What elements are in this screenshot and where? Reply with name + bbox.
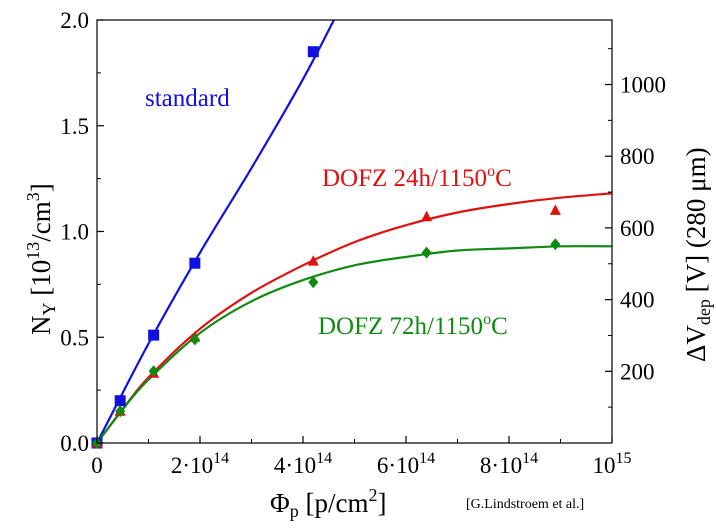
fit-curve-standard: [96, 19, 335, 444]
citation-text: [G.Lindstroem et al.]: [466, 497, 584, 512]
y-tick-label: 2.0: [60, 8, 89, 33]
data-point-dofz-72h: [308, 276, 319, 289]
data-point-dofz-72h: [189, 333, 200, 346]
series-label-standard: standard: [145, 85, 230, 112]
y2-tick-label: 600: [620, 216, 655, 241]
data-point-dofz-72h: [148, 365, 159, 378]
x-tick-label: 6·1014: [377, 450, 435, 478]
data-point-dofz-24h: [549, 204, 561, 215]
y-tick-label: 0.5: [60, 325, 89, 350]
x-tick-label: 8·1014: [480, 450, 538, 478]
y-tick-label: 1.0: [60, 220, 89, 245]
y2-tick-label: 200: [620, 359, 655, 384]
x-tick-label: 1015: [593, 450, 632, 478]
y-axis-label: NY [1013/cm3]: [23, 183, 59, 335]
data-point-dofz-24h: [421, 210, 433, 222]
y2-tick-label: 800: [620, 144, 655, 169]
x-tick-label: 4·1014: [274, 450, 332, 478]
fit-curve-dofz-72h: [96, 245, 613, 444]
x-axis-label: Φp [p/cm2]: [270, 485, 386, 521]
x-tick-label: 0: [91, 453, 103, 478]
series-label-dofz-24h: DOFZ 24h/1150oC: [322, 163, 512, 192]
data-point-dofz-72h: [421, 246, 432, 259]
data-point-standard: [189, 257, 201, 269]
plot-frame: [96, 19, 613, 444]
x-tick-label: 2·1014: [171, 450, 229, 478]
data-point-dofz-72h: [115, 405, 126, 418]
y2-tick-label: 400: [620, 288, 655, 313]
y2-axis-label: ΔVdep [V] (280 μm): [681, 147, 714, 362]
data-point-standard: [114, 395, 126, 407]
data-point-standard: [148, 329, 160, 341]
data-point-standard: [307, 46, 319, 58]
y2-tick-label: 1000: [620, 73, 666, 98]
y-tick-label: 1.5: [60, 114, 89, 139]
y-tick-label: 0.0: [60, 431, 89, 456]
series-label-dofz-72h: DOFZ 72h/1150oC: [318, 311, 508, 340]
data-point-dofz-24h: [307, 255, 319, 266]
data-point-dofz-72h: [550, 238, 561, 251]
fit-curve-dofz-24h: [96, 192, 613, 444]
